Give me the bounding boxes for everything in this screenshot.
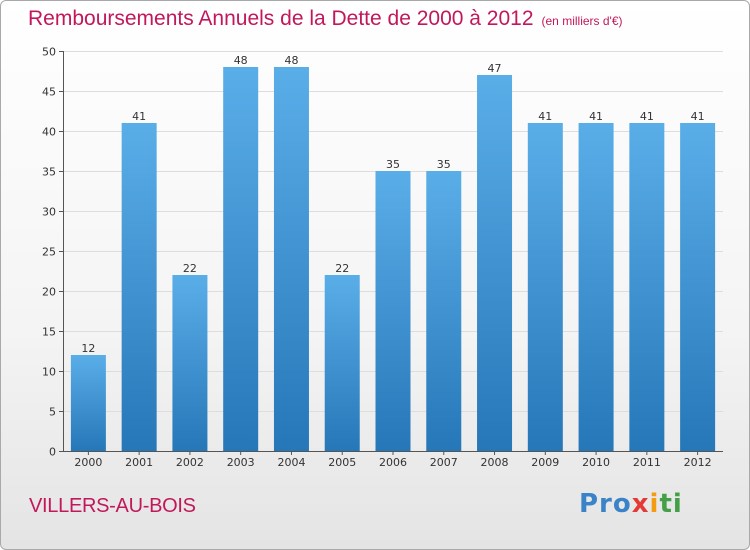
bar-2004 bbox=[273, 67, 309, 451]
x-tick-label: 2004 bbox=[277, 456, 305, 469]
axes: 0 5 10 15 20 25 30 35 40 45 50 2000 2001 2002 2003 2004… bbox=[42, 46, 723, 469]
x-tick-label: 2000 bbox=[74, 456, 102, 469]
x-tick-label: 2012 bbox=[684, 456, 712, 469]
city-name: VILLERS-AU-BOIS bbox=[29, 495, 196, 517]
data-label: 22 bbox=[335, 262, 349, 275]
bars bbox=[70, 67, 716, 451]
data-label: 41 bbox=[538, 110, 552, 123]
bar-2011 bbox=[629, 123, 665, 451]
y-tick-label: 40 bbox=[42, 126, 56, 139]
chart-title-text: Remboursements Annuels de la Dette de 20… bbox=[28, 7, 534, 30]
data-label: 35 bbox=[386, 158, 400, 171]
bar-2002 bbox=[172, 275, 208, 451]
logo-part-3: i bbox=[649, 489, 660, 519]
y-tick-label: 50 bbox=[42, 46, 56, 59]
bar-2006 bbox=[375, 171, 411, 451]
x-tick-label: 2001 bbox=[125, 456, 153, 469]
bar-2010 bbox=[578, 123, 614, 451]
y-tick-label: 35 bbox=[42, 166, 56, 179]
bar-2007 bbox=[426, 171, 462, 451]
data-label: 48 bbox=[284, 54, 298, 67]
data-labels: 12 41 22 48 48 22 35 35 47 41 41 41 41 bbox=[81, 54, 704, 355]
proxiti-logo: Proxiti bbox=[579, 489, 683, 519]
data-label: 41 bbox=[132, 110, 146, 123]
y-tick-label: 10 bbox=[42, 366, 56, 379]
x-tick-label: 2008 bbox=[481, 456, 509, 469]
x-tick-label: 2006 bbox=[379, 456, 407, 469]
data-label: 48 bbox=[234, 54, 248, 67]
x-tick-label: 2003 bbox=[227, 456, 255, 469]
logo-part-4: ti bbox=[659, 489, 683, 519]
y-tick-label: 30 bbox=[42, 206, 56, 219]
data-label: 12 bbox=[81, 342, 95, 355]
bar-2005 bbox=[324, 275, 360, 451]
logo-part-1: Pro bbox=[579, 489, 632, 519]
logo-part-2: x bbox=[631, 489, 650, 519]
y-tick-label: 15 bbox=[42, 326, 56, 339]
x-tick-label: 2011 bbox=[633, 456, 661, 469]
bar-2012 bbox=[680, 123, 716, 451]
y-tick-label: 25 bbox=[42, 246, 56, 259]
x-tick-label: 2005 bbox=[328, 456, 356, 469]
data-label: 47 bbox=[488, 62, 502, 75]
bar-2009 bbox=[527, 123, 563, 451]
y-tick-label: 45 bbox=[42, 86, 56, 99]
bar-2003 bbox=[223, 67, 259, 451]
data-label: 41 bbox=[640, 110, 654, 123]
y-tick-label: 20 bbox=[42, 286, 56, 299]
chart-subtitle: (en milliers d'€) bbox=[541, 14, 623, 28]
data-label: 41 bbox=[589, 110, 603, 123]
x-tick-label: 2010 bbox=[582, 456, 610, 469]
data-label: 22 bbox=[183, 262, 197, 275]
bar-2001 bbox=[121, 123, 157, 451]
x-tick-label: 2002 bbox=[176, 456, 204, 469]
x-tick-label: 2009 bbox=[531, 456, 559, 469]
y-tick-label: 5 bbox=[49, 406, 56, 419]
bar-2000 bbox=[70, 355, 106, 451]
bar-2008 bbox=[477, 75, 513, 451]
data-label: 41 bbox=[691, 110, 705, 123]
data-label: 35 bbox=[437, 158, 451, 171]
x-tick-label: 2007 bbox=[430, 456, 458, 469]
chart-title: Remboursements Annuels de la Dette de 20… bbox=[28, 7, 623, 31]
y-tick-label: 0 bbox=[49, 446, 56, 459]
